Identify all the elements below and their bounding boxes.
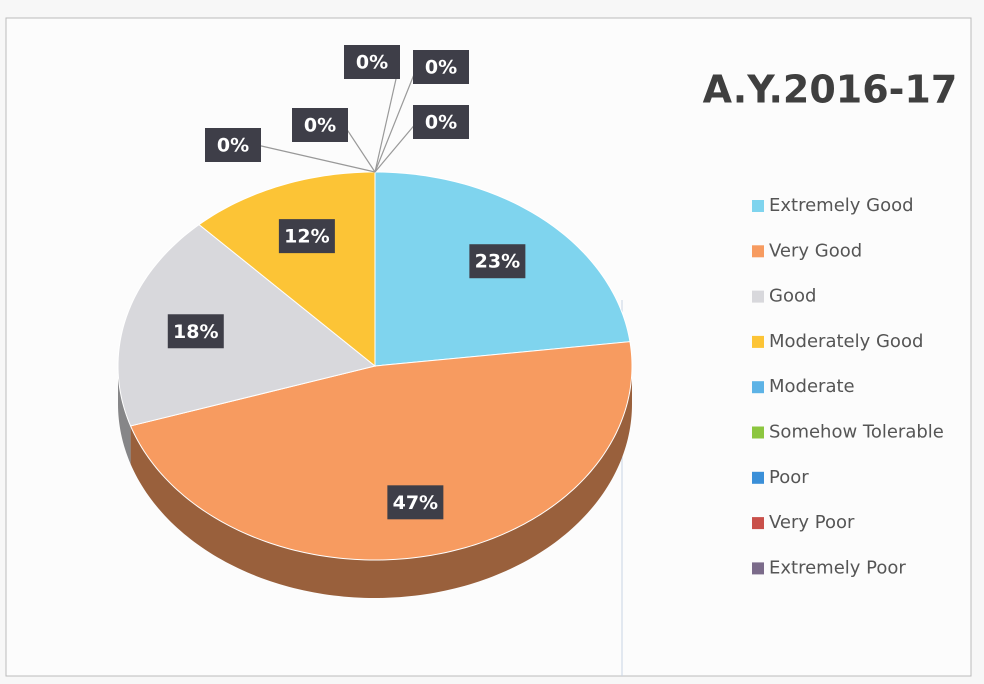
legend-swatch — [752, 245, 764, 258]
data-label: 0% — [304, 115, 336, 137]
leader-line — [374, 78, 397, 173]
slice-side — [118, 366, 131, 464]
data-label: 47% — [393, 492, 438, 514]
legend-label: Somehow Tolerable — [769, 422, 944, 443]
legend-label: Poor — [769, 467, 809, 488]
slice — [129, 341, 633, 561]
chart-title: A.Y.2016-17 — [703, 68, 958, 112]
legend-label: Very Good — [769, 240, 862, 261]
legend-swatch — [752, 335, 764, 348]
legend-label: Moderately Good — [769, 331, 923, 352]
data-label-box — [292, 108, 348, 142]
legend-swatch — [752, 426, 764, 439]
legend-swatch — [752, 471, 764, 484]
data-label-box — [205, 128, 261, 162]
data-label: 0% — [217, 135, 249, 157]
data-label: 0% — [425, 57, 457, 79]
legend-swatch — [752, 290, 764, 303]
legend-label: Very Poor — [769, 512, 855, 533]
data-label-box — [278, 219, 335, 254]
data-label-box — [387, 485, 444, 520]
data-label-box — [413, 50, 469, 84]
data-label: 12% — [284, 226, 329, 248]
slice — [117, 223, 377, 427]
data-label: 0% — [425, 112, 457, 134]
data-label-box — [344, 45, 400, 79]
slice-side — [130, 366, 632, 598]
legend-label: Moderate — [769, 376, 855, 397]
legend-swatch — [752, 381, 764, 394]
legend-swatch — [752, 562, 764, 575]
legend-swatch — [752, 517, 764, 530]
leader-line — [374, 121, 418, 173]
legend-swatch — [752, 200, 764, 212]
data-label-box — [167, 314, 224, 349]
legend-label: Good — [769, 286, 816, 307]
data-label: 18% — [173, 321, 218, 343]
leader-line — [343, 124, 376, 173]
data-label: 23% — [475, 251, 520, 273]
legend-label: Extremely Poor — [769, 557, 906, 578]
data-label-box — [413, 105, 469, 139]
data-label-box — [469, 244, 526, 279]
leader-line — [374, 66, 418, 173]
data-label: 0% — [356, 52, 388, 74]
leader-line — [256, 144, 376, 173]
legend-label: Extremely Good — [769, 195, 914, 216]
